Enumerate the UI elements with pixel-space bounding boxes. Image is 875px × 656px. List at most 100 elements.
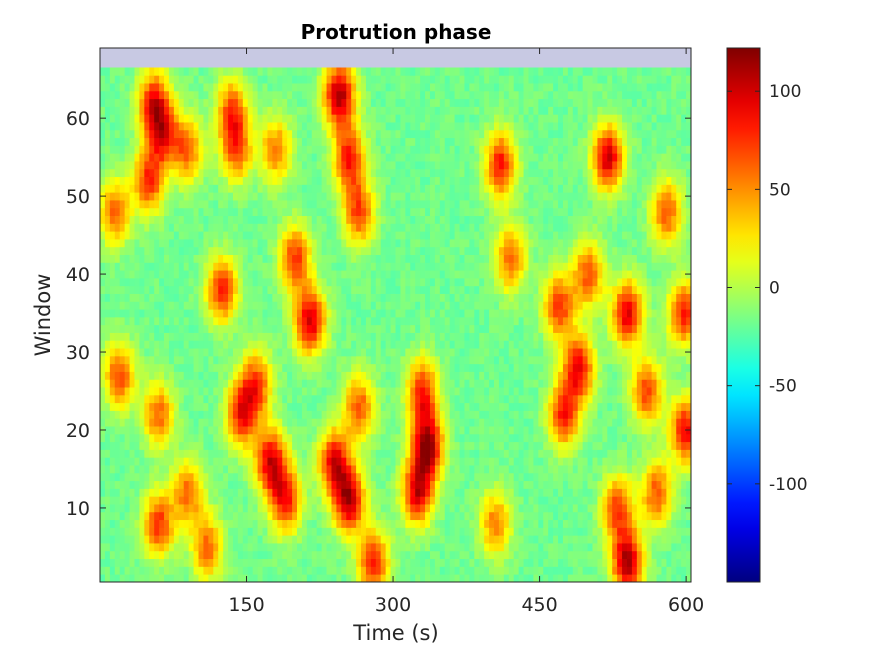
heatmap-cell	[203, 511, 209, 521]
heatmap-cell	[361, 394, 367, 404]
heatmap-cell	[164, 543, 170, 552]
heatmap-cell	[247, 418, 254, 427]
heatmap-cell	[548, 511, 554, 521]
heatmap-cell	[380, 324, 387, 333]
heatmap-cell	[626, 371, 633, 380]
heatmap-cell	[587, 379, 593, 388]
heatmap-cell	[188, 394, 194, 404]
heatmap-cell	[622, 527, 628, 536]
heatmap-cell	[567, 277, 574, 287]
heatmap-cell	[434, 441, 441, 450]
heatmap-cell	[129, 465, 135, 474]
heatmap-cell	[114, 402, 121, 411]
heatmap-cell	[287, 543, 293, 552]
heatmap-cell	[218, 433, 224, 443]
heatmap-cell	[370, 550, 377, 560]
heatmap-cell	[577, 410, 584, 419]
heatmap-cell	[508, 574, 515, 583]
heatmap-cell	[218, 387, 224, 396]
heatmap-cell	[498, 340, 505, 349]
heatmap-cell	[464, 441, 470, 450]
heatmap-cell	[538, 410, 544, 419]
heatmap-cell	[454, 550, 460, 560]
heatmap-cell	[548, 535, 554, 544]
heatmap-cell	[356, 574, 362, 583]
heatmap-cell	[134, 418, 140, 427]
heatmap-cell	[242, 340, 249, 349]
heatmap-cell	[405, 285, 411, 294]
heatmap-cell	[469, 504, 475, 513]
heatmap-cell	[508, 472, 515, 482]
heatmap-cell	[326, 348, 332, 357]
heatmap-cell	[316, 410, 323, 419]
heatmap-cell	[198, 363, 204, 372]
heatmap-cell	[252, 371, 259, 380]
heatmap-cell	[518, 293, 524, 302]
heatmap-cell	[503, 277, 510, 287]
heatmap-cell	[287, 262, 293, 271]
heatmap-cell	[405, 535, 411, 544]
heatmap-cell	[415, 293, 421, 302]
heatmap-cell	[331, 426, 337, 435]
heatmap-cell	[154, 371, 160, 380]
heatmap-cell	[681, 449, 687, 458]
heatmap-cell	[646, 465, 652, 474]
heatmap-cell	[282, 504, 288, 513]
heatmap-cell	[272, 488, 278, 497]
heatmap-cell	[469, 488, 475, 497]
heatmap-cell	[331, 441, 337, 450]
heatmap-cell	[523, 550, 529, 560]
heatmap-cell	[193, 355, 199, 365]
heatmap-cell	[326, 441, 332, 450]
heatmap-cell	[232, 472, 239, 482]
heatmap-cell	[567, 293, 574, 302]
heatmap-cell	[439, 472, 446, 482]
heatmap-cell	[326, 472, 332, 482]
heatmap-cell	[420, 449, 426, 458]
heatmap-cell	[464, 363, 470, 372]
heatmap-cell	[553, 301, 559, 310]
heatmap-cell	[168, 363, 175, 372]
heatmap-cell	[508, 543, 515, 552]
heatmap-cell	[223, 426, 229, 435]
heatmap-cell	[415, 324, 421, 333]
heatmap-cell	[444, 309, 451, 318]
heatmap-cell	[109, 371, 116, 380]
heatmap-cell	[242, 410, 249, 419]
heatmap-cell	[400, 480, 406, 489]
heatmap-cell	[242, 472, 249, 482]
heatmap-cell	[361, 402, 367, 411]
heatmap-cell	[287, 511, 293, 521]
heatmap-cell	[168, 480, 175, 489]
heatmap-cell	[543, 410, 549, 419]
heatmap-cell	[553, 480, 559, 489]
heatmap-cell	[365, 379, 372, 388]
heatmap-cell	[562, 488, 569, 497]
heatmap-cell	[134, 519, 140, 528]
heatmap-cell	[218, 293, 224, 302]
heatmap-cell	[104, 527, 111, 536]
heatmap-cell	[173, 254, 180, 263]
heatmap-cell	[528, 519, 534, 528]
heatmap-cell	[149, 387, 155, 396]
heatmap-cell	[415, 379, 421, 388]
heatmap-cell	[410, 293, 416, 302]
heatmap-cell	[306, 387, 313, 396]
heatmap-cell	[336, 488, 342, 497]
heatmap-cell	[282, 472, 288, 482]
heatmap-cell	[489, 535, 495, 544]
heatmap-cell	[622, 410, 628, 419]
heatmap-cell	[523, 340, 529, 349]
heatmap-cell	[341, 355, 347, 365]
heatmap-cell	[203, 410, 209, 419]
heatmap-cell	[631, 355, 638, 365]
heatmap-cell	[375, 277, 382, 287]
heatmap-cell	[100, 566, 106, 575]
heatmap-cell	[533, 348, 539, 357]
heatmap-cell	[129, 277, 135, 287]
heatmap-cell	[326, 558, 332, 567]
heatmap-cell	[129, 316, 135, 326]
heatmap-cell	[247, 270, 254, 279]
heatmap-cell	[331, 574, 337, 583]
heatmap-cell	[159, 394, 165, 404]
